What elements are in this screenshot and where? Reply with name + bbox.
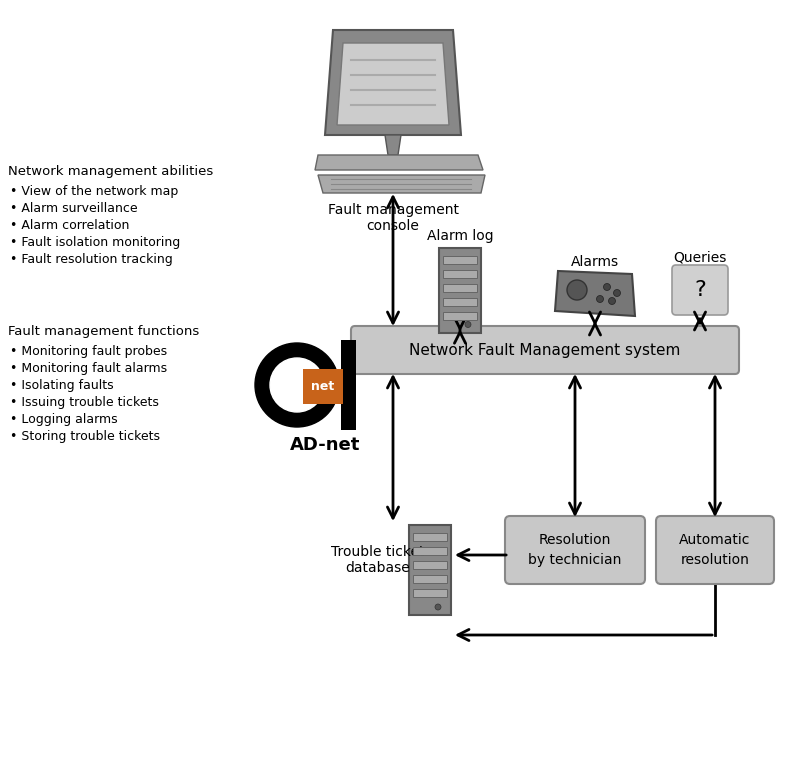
Text: • Alarm surveillance: • Alarm surveillance — [10, 202, 138, 215]
FancyBboxPatch shape — [443, 269, 477, 278]
Text: Fault management
console: Fault management console — [327, 203, 459, 233]
Polygon shape — [555, 271, 635, 316]
Polygon shape — [318, 175, 485, 193]
Polygon shape — [385, 135, 401, 155]
Text: Resolution
by technician: Resolution by technician — [528, 533, 622, 567]
Circle shape — [614, 289, 620, 297]
Text: Network Fault Management system: Network Fault Management system — [409, 343, 681, 357]
Circle shape — [608, 298, 615, 304]
Text: • Monitoring fault alarms: • Monitoring fault alarms — [10, 362, 167, 375]
Text: • Issuing trouble tickets: • Issuing trouble tickets — [10, 396, 159, 409]
FancyBboxPatch shape — [413, 533, 447, 541]
Text: • Alarm correlation: • Alarm correlation — [10, 219, 130, 232]
Text: net: net — [312, 380, 335, 393]
Text: AD-net: AD-net — [290, 436, 360, 454]
Text: Trouble ticket
database: Trouble ticket database — [331, 545, 425, 575]
FancyBboxPatch shape — [656, 516, 774, 584]
FancyBboxPatch shape — [413, 589, 447, 597]
FancyBboxPatch shape — [672, 265, 728, 315]
Circle shape — [604, 284, 611, 291]
Circle shape — [567, 280, 587, 300]
FancyBboxPatch shape — [413, 561, 447, 569]
Text: Network management abilities: Network management abilities — [8, 165, 214, 178]
FancyBboxPatch shape — [413, 547, 447, 555]
FancyBboxPatch shape — [443, 298, 477, 305]
FancyBboxPatch shape — [505, 516, 645, 584]
Text: Automatic
resolution: Automatic resolution — [679, 533, 751, 567]
Text: Fault management functions: Fault management functions — [8, 325, 199, 338]
Text: Queries: Queries — [673, 250, 727, 264]
Text: • View of the network map: • View of the network map — [10, 185, 178, 198]
FancyBboxPatch shape — [409, 525, 451, 615]
FancyBboxPatch shape — [443, 284, 477, 291]
Text: ?: ? — [694, 280, 706, 300]
Text: Alarms: Alarms — [571, 255, 619, 269]
Polygon shape — [325, 30, 461, 135]
Circle shape — [435, 604, 441, 610]
Text: • Monitoring fault probes: • Monitoring fault probes — [10, 345, 167, 358]
FancyBboxPatch shape — [351, 326, 739, 374]
FancyBboxPatch shape — [439, 248, 481, 333]
Polygon shape — [337, 43, 449, 125]
FancyBboxPatch shape — [443, 311, 477, 320]
Circle shape — [270, 358, 324, 412]
Circle shape — [596, 295, 604, 302]
Text: Alarm log: Alarm log — [426, 229, 494, 243]
Circle shape — [465, 321, 471, 327]
Circle shape — [255, 343, 339, 427]
Text: • Fault resolution tracking: • Fault resolution tracking — [10, 253, 172, 266]
Polygon shape — [315, 155, 483, 170]
Text: • Isolating faults: • Isolating faults — [10, 379, 114, 392]
Text: • Storing trouble tickets: • Storing trouble tickets — [10, 430, 160, 443]
Text: • Fault isolation monitoring: • Fault isolation monitoring — [10, 236, 180, 249]
Polygon shape — [341, 340, 356, 430]
FancyBboxPatch shape — [413, 575, 447, 583]
FancyBboxPatch shape — [443, 256, 477, 263]
Text: • Logging alarms: • Logging alarms — [10, 413, 118, 426]
FancyBboxPatch shape — [303, 369, 343, 404]
